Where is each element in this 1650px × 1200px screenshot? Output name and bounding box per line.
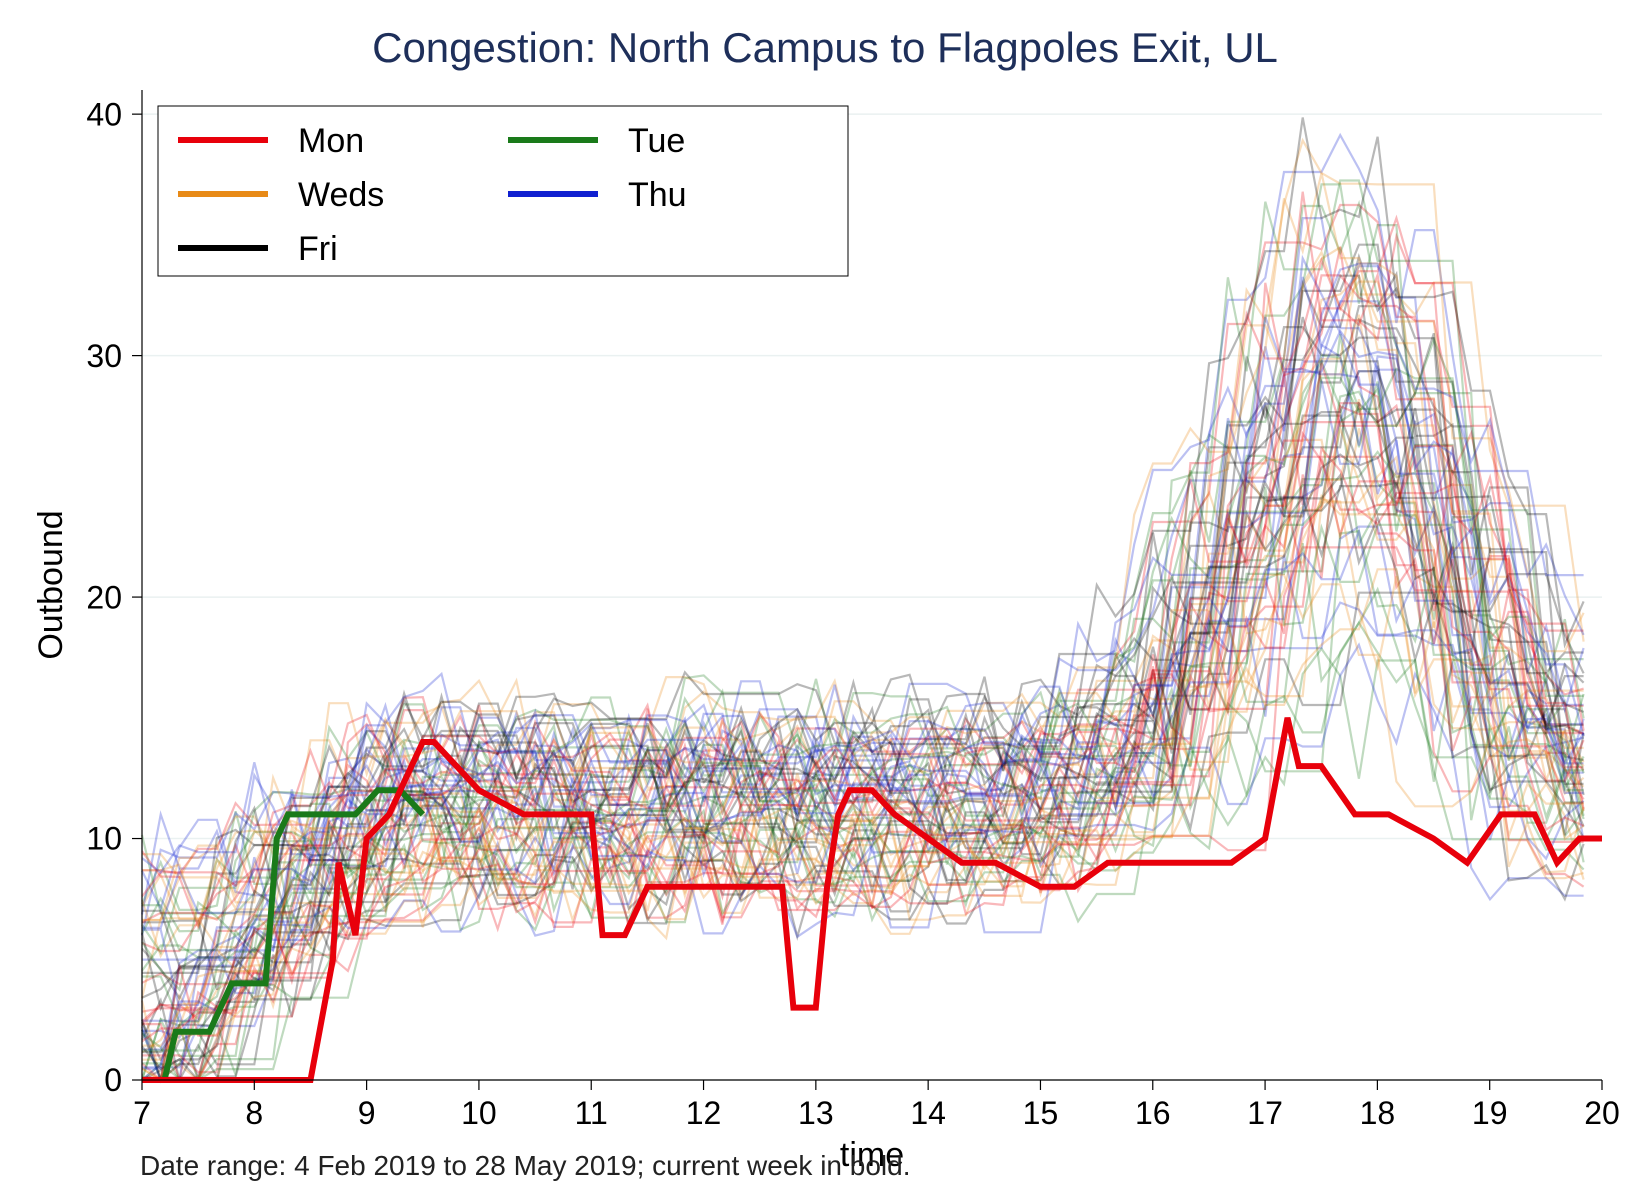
x-tick-label: 13	[798, 1095, 834, 1131]
x-tick-label: 7	[133, 1095, 151, 1131]
y-tick-label: 30	[86, 338, 122, 374]
y-tick-label: 20	[86, 579, 122, 615]
x-tick-label: 15	[1023, 1095, 1059, 1131]
y-tick-label: 10	[86, 821, 122, 857]
x-tick-label: 12	[686, 1095, 722, 1131]
legend-label: Tue	[628, 122, 685, 160]
congestion-chart: Congestion: North Campus to Flagpoles Ex…	[0, 0, 1650, 1200]
chart-title: Congestion: North Campus to Flagpoles Ex…	[372, 24, 1278, 71]
x-tick-label: 17	[1247, 1095, 1283, 1131]
legend-label: Thu	[628, 176, 687, 214]
legend-label: Weds	[298, 176, 384, 214]
y-tick-label: 0	[104, 1062, 122, 1098]
y-axis-label: Outbound	[32, 510, 70, 659]
x-tick-label: 20	[1584, 1095, 1620, 1131]
legend-label: Fri	[298, 230, 338, 268]
chart-caption: Date range: 4 Feb 2019 to 28 May 2019; c…	[140, 1150, 910, 1181]
x-tick-label: 10	[461, 1095, 497, 1131]
x-tick-label: 18	[1360, 1095, 1396, 1131]
x-tick-label: 16	[1135, 1095, 1171, 1131]
x-tick-label: 14	[910, 1095, 946, 1131]
legend: Mon Tue Weds Thu Fri	[158, 106, 848, 276]
x-tick-label: 11	[575, 1095, 608, 1131]
x-tick-label: 9	[358, 1095, 376, 1131]
legend-label: Mon	[298, 122, 364, 160]
y-tick-label: 40	[86, 96, 122, 132]
x-tick-label: 8	[245, 1095, 263, 1131]
x-tick-label: 19	[1472, 1095, 1508, 1131]
chart-container: Congestion: North Campus to Flagpoles Ex…	[0, 0, 1650, 1200]
